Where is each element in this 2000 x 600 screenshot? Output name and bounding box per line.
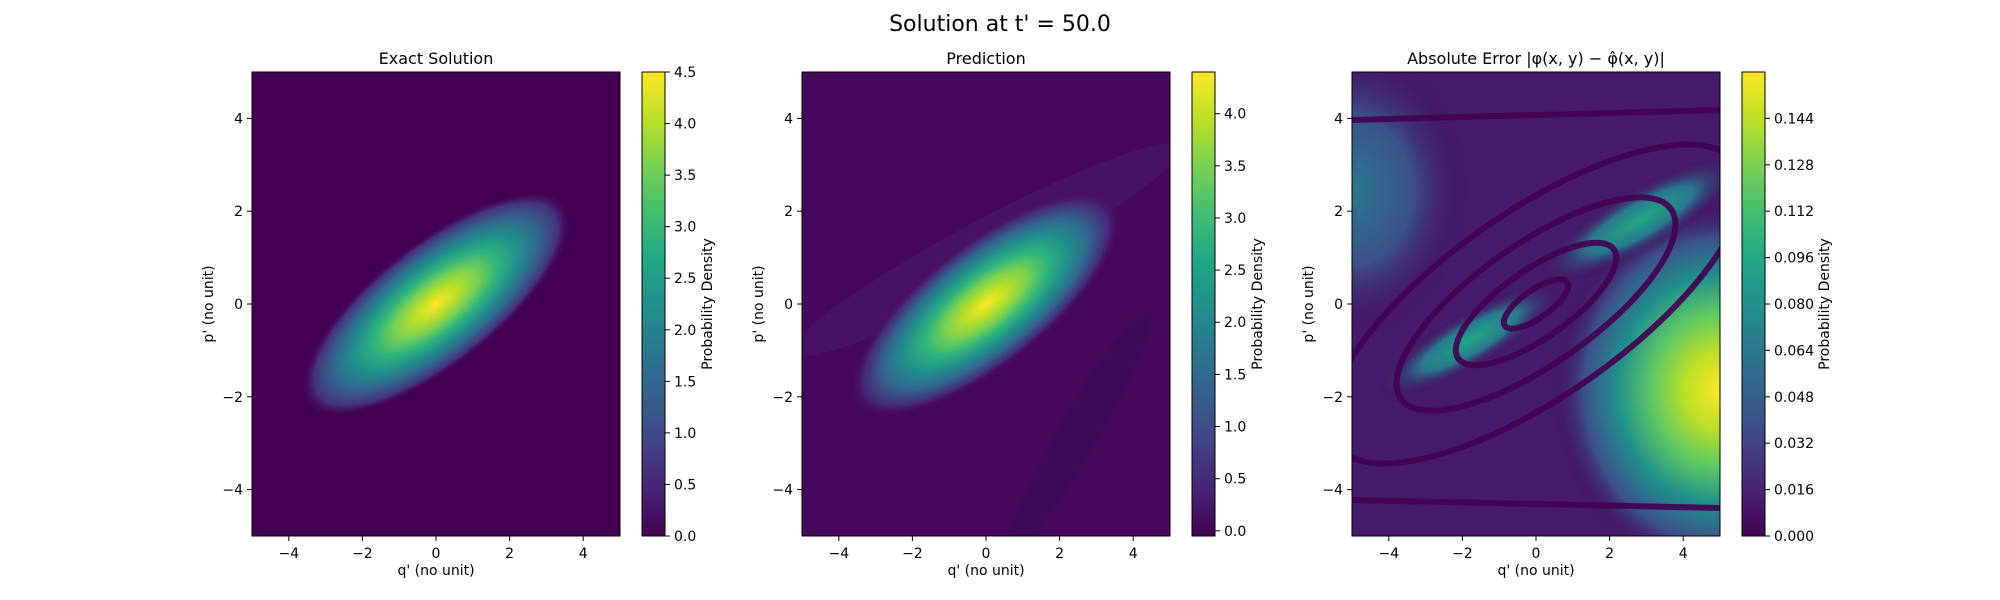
colorbar-tick-label: 0.064	[1774, 343, 1814, 359]
colorbar-tick-label: 2.5	[674, 271, 696, 287]
colorbar-label: Probability Density	[1817, 238, 1833, 370]
error-contours	[1352, 107, 1720, 511]
colorbar-tick-label: 3.5	[674, 168, 696, 184]
figure-title: Solution at t' = 50.0	[889, 12, 1111, 37]
x-tick-label: −4	[828, 546, 849, 562]
y-tick-label: 0	[234, 297, 243, 313]
y-tick-label: 2	[784, 204, 793, 220]
x-tick-label: −2	[352, 546, 373, 562]
colorbar-tick-label: 1.0	[674, 426, 696, 442]
y-tick-label: −2	[222, 390, 243, 406]
colorbar-tick-label: 0.112	[1774, 204, 1814, 220]
colorbar-ticks: 0.000 0.016 0.032 0.048 0.064 0.080 0.096 0.112…	[1765, 111, 1814, 545]
error-region	[1352, 72, 1472, 340]
colorbar-label: Probability Density	[700, 238, 716, 370]
colorbar	[641, 71, 666, 537]
y-tick-label: −2	[1322, 390, 1343, 406]
panel-title: Absolute Error |φ(x, y) − φ̂(x, y)|	[1407, 49, 1665, 68]
x-ticks: −4 −2 0 2 4	[278, 536, 588, 562]
colorbar-tick-label: 0.144	[1774, 111, 1814, 127]
colorbar-tick-label: 0.000	[1774, 529, 1814, 545]
colorbar-tick-label: 0.0	[1224, 524, 1246, 540]
colorbar	[1191, 71, 1216, 537]
x-tick-label: −4	[278, 546, 299, 562]
y-tick-label: −4	[772, 483, 793, 499]
x-tick-label: 0	[982, 546, 991, 562]
colorbar-tick-label: 0.5	[1224, 472, 1246, 488]
error-region	[1373, 279, 1567, 401]
y-tick-label: 0	[1334, 297, 1343, 313]
x-tick-label: 2	[1605, 546, 1614, 562]
x-axis-label: q' (no unit)	[947, 563, 1024, 579]
y-tick-label: 2	[234, 204, 243, 220]
y-tick-label: −2	[772, 390, 793, 406]
x-tick-label: 2	[505, 546, 514, 562]
x-axis-label: q' (no unit)	[397, 563, 474, 579]
x-tick-label: −4	[1378, 546, 1399, 562]
colorbar-tick-label: 4.0	[1224, 107, 1246, 123]
x-tick-label: 4	[1129, 546, 1138, 562]
panel-title: Prediction	[946, 49, 1025, 68]
colorbar-tick-label: 1.5	[1224, 367, 1246, 383]
colorbar-tick-label: 2.0	[1224, 315, 1246, 331]
x-tick-label: 4	[1679, 546, 1688, 562]
y-tick-label: 0	[784, 297, 793, 313]
colorbar	[1741, 71, 1766, 537]
x-tick-label: 0	[432, 546, 441, 562]
panel-title: Exact Solution	[379, 49, 494, 68]
x-tick-label: 2	[1055, 546, 1064, 562]
y-tick-label: 4	[234, 111, 243, 127]
density-peak	[300, 191, 572, 417]
colorbar-ticks: 0.0 0.5 1.0 1.5 2.0 2.5 3.0 3.5 4.0	[1215, 107, 1246, 540]
colorbar-tick-label: 0.5	[674, 477, 696, 493]
colorbar-tick-label: 2.0	[674, 323, 696, 339]
colorbar-tick-label: 0.080	[1774, 297, 1814, 313]
y-axis-label: p' (no unit)	[1301, 265, 1317, 342]
density-peak	[850, 191, 1122, 417]
y-ticks: −4 −2 0 2 4	[772, 111, 802, 499]
x-ticks: −4 −2 0 2 4	[1378, 536, 1688, 562]
colorbar-tick-label: 1.5	[674, 374, 696, 390]
x-tick-label: 0	[1532, 546, 1541, 562]
error-region	[1534, 153, 1720, 287]
colorbar-tick-label: 0.096	[1774, 251, 1814, 267]
x-tick-label: 4	[579, 546, 588, 562]
y-tick-label: −4	[222, 483, 243, 499]
panel-error: Absolute Error |φ(x, y) − φ̂(x, y)| −4 −2…	[1301, 49, 1833, 579]
panel-exact: Exact Solution −4 −2 0 2 4 −4 −2 0 2 4 q' (no un…	[201, 49, 716, 579]
colorbar-ticks: 0.0 0.5 1.0 1.5 2.0 2.5 3.0 3.5 4.0 4.5	[665, 65, 696, 545]
y-axis-label: p' (no unit)	[751, 265, 767, 342]
colorbar-tick-label: 0.032	[1774, 436, 1814, 452]
error-region	[1550, 200, 1720, 536]
y-ticks: −4 −2 0 2 4	[222, 111, 252, 499]
colorbar-tick-label: 4.0	[674, 117, 696, 133]
y-tick-label: 4	[1334, 111, 1343, 127]
x-tick-label: −2	[902, 546, 923, 562]
y-tick-label: −4	[1322, 483, 1343, 499]
colorbar-tick-label: 3.0	[674, 220, 696, 236]
y-axis-label: p' (no unit)	[201, 265, 217, 342]
colorbar-tick-label: 3.5	[1224, 159, 1246, 175]
faint-ridge	[1007, 308, 1153, 536]
x-tick-label: −2	[1452, 546, 1473, 562]
colorbar-tick-label: 1.0	[1224, 420, 1246, 436]
colorbar-tick-label: 0.128	[1774, 158, 1814, 174]
colorbar-label: Probability Density	[1250, 238, 1266, 370]
y-tick-label: 4	[784, 111, 793, 127]
x-ticks: −4 −2 0 2 4	[828, 536, 1138, 562]
x-axis-label: q' (no unit)	[1497, 563, 1574, 579]
colorbar-tick-label: 4.5	[674, 65, 696, 81]
colorbar-tick-label: 0.016	[1774, 483, 1814, 499]
y-ticks: −4 −2 0 2 4	[1322, 111, 1352, 499]
colorbar-tick-label: 2.5	[1224, 263, 1246, 279]
y-tick-label: 2	[1334, 204, 1343, 220]
colorbar-tick-label: 0.0	[674, 529, 696, 545]
colorbar-tick-label: 3.0	[1224, 211, 1246, 227]
colorbar-tick-label: 0.048	[1774, 390, 1814, 406]
